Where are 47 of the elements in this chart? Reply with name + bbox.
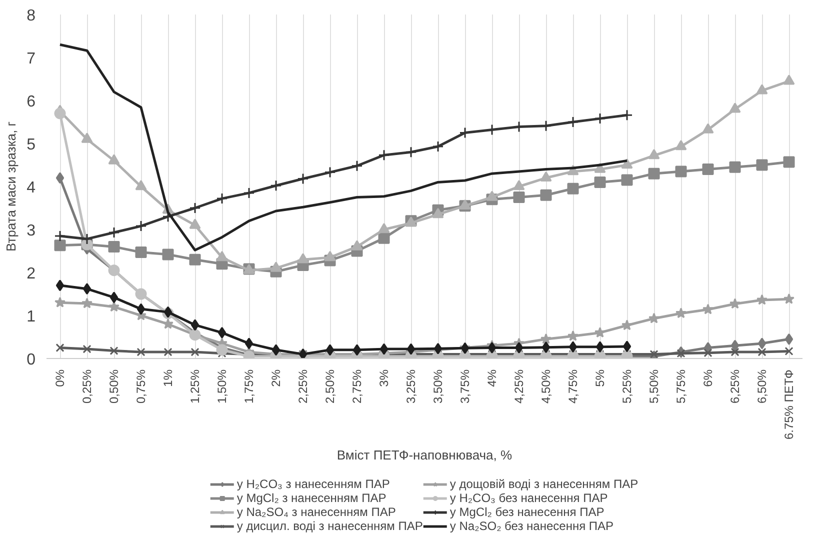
x-tick-label: 4,75% — [566, 369, 580, 404]
x-tick-label: 6,25% — [728, 369, 742, 404]
x-tick-label: 5,75% — [674, 369, 688, 404]
y-tick-label: 1 — [26, 308, 36, 326]
x-tick-label: 0,25% — [80, 369, 94, 404]
x-tick-label: 4,50% — [539, 369, 553, 404]
x-tick-label: 3% — [377, 369, 391, 387]
x-tick-label: 5,50% — [647, 369, 661, 404]
x-tick-label: 6% — [701, 369, 715, 387]
legend-label: у дисцил. воді з нанесенням ПАР — [236, 519, 423, 533]
x-tick-label: 4,25% — [512, 369, 526, 404]
y-tick-label: 3 — [26, 222, 36, 240]
x-tick-label: 6.75% ПЕТФ — [782, 369, 796, 440]
x-tick-label: 4% — [485, 369, 499, 387]
x-tick-label: 2,75% — [350, 369, 364, 404]
x-tick-label: 2,50% — [323, 369, 337, 404]
x-tick-label: 5% — [593, 369, 607, 387]
x-tick-label: 2,25% — [296, 369, 310, 404]
y-tick-label: 4 — [26, 180, 36, 196]
x-tick-label: 1,25% — [188, 369, 202, 404]
legend-label: у дощовій воді з нанесенням ПАР — [450, 477, 638, 491]
x-tick-label: 3,25% — [404, 369, 418, 404]
y-tick-label: 2 — [26, 266, 36, 282]
x-tick-label: 0,50% — [107, 369, 121, 404]
x-tick-label: 5,25% — [620, 369, 634, 404]
y-tick-label: 0 — [26, 352, 36, 368]
legend-label: у MgCl₂ без нанесення ПАР — [450, 505, 604, 519]
legend-label: у Na₂SO₂ без нанесення ПАР — [450, 519, 614, 533]
legend-label: у H₂CO₃ без нанесення ПАР — [450, 491, 608, 505]
x-axis-title: Вміст ПЕТФ-наповнювача, % — [336, 448, 513, 463]
legend-label: у Na₂SO₄ з нанесенням ПАР — [236, 505, 396, 519]
x-tick-label: 1,50% — [215, 369, 229, 404]
x-tick-label: 3,50% — [431, 369, 445, 404]
x-tick-label: 3,75% — [458, 369, 472, 404]
legend-label: у MgCl₂ з нанесенням ПАР — [236, 491, 386, 505]
x-tick-label: 2% — [269, 369, 283, 387]
y-tick-label: 7 — [26, 50, 36, 68]
x-tick-label: 0% — [53, 369, 67, 387]
y-tick-label: 6 — [26, 94, 36, 110]
x-tick-label: 1,75% — [242, 369, 256, 404]
legend-label: у H₂CO₃ з нанесенням ПАР — [236, 477, 390, 491]
x-tick-label: 6,50% — [755, 369, 769, 404]
y-tick-label: 8 — [26, 8, 36, 24]
x-tick-label: 1% — [161, 369, 175, 387]
y-axis-title: Втрата маси зразка, г — [4, 121, 19, 252]
y-tick-label: 5 — [26, 136, 36, 154]
x-tick-label: 0,75% — [134, 369, 148, 404]
